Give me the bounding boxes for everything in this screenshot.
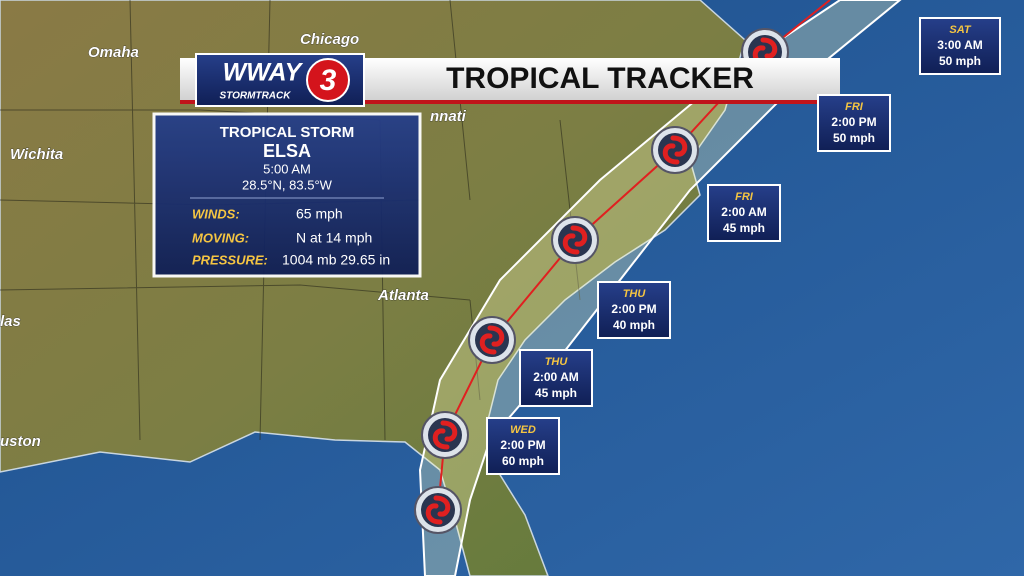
forecast-day: FRI — [845, 101, 864, 113]
title: TROPICAL TRACKER — [446, 62, 754, 95]
forecast-time: 2:00 AM — [533, 370, 579, 384]
storm-swirl — [662, 135, 688, 165]
storm-position: 28.5°N, 83.5°W — [242, 177, 333, 192]
forecast-box — [919, 17, 1001, 75]
storm-swirl — [432, 420, 458, 450]
forecast-time: 2:00 PM — [500, 438, 545, 452]
storm-swirl — [562, 225, 588, 255]
forecast-wind: 50 mph — [939, 54, 981, 68]
storm-swirl — [425, 495, 451, 525]
city-label: Atlanta — [377, 287, 429, 304]
city-label: las — [0, 313, 21, 330]
forecast-wind: 50 mph — [833, 131, 875, 145]
forecast-time: 2:00 PM — [611, 302, 656, 316]
forecast-wind: 60 mph — [502, 454, 544, 468]
info-label: WINDS: — [192, 206, 240, 221]
info-label: MOVING: — [192, 230, 249, 245]
storm-name: ELSA — [263, 141, 311, 161]
logo-brand: STORMTRACK — [220, 91, 292, 102]
forecast-box — [597, 281, 671, 339]
logo-badge — [306, 58, 350, 102]
forecast-wind: 45 mph — [535, 386, 577, 400]
forecast-cone — [418, 0, 902, 577]
forecast-box — [519, 349, 593, 407]
storm-info-panel — [152, 112, 422, 278]
city-label: Wichita — [10, 146, 63, 163]
logo-channel: 3 — [320, 64, 337, 97]
forecast-time: 3:00 AM — [937, 38, 983, 52]
forecast-wind: 45 mph — [723, 221, 765, 235]
forecast-day: THU — [545, 356, 569, 368]
forecast-time: 2:00 AM — [721, 205, 767, 219]
logo-station: WWAY — [223, 59, 304, 87]
info-value: 1004 mb 29.65 in — [282, 252, 390, 268]
info-value: 65 mph — [296, 206, 343, 222]
forecast-box — [817, 94, 891, 152]
forecast-day: SAT — [949, 24, 971, 36]
city-label: Chicago — [300, 31, 359, 48]
banner-stripe — [180, 100, 840, 104]
storm-swirl — [479, 325, 505, 355]
city-label: nnati — [430, 108, 467, 125]
forecast-day: THU — [623, 288, 647, 300]
advisory-time: 5:00 AM — [263, 161, 311, 176]
info-label: PRESSURE: — [192, 252, 268, 267]
forecast-box — [486, 417, 560, 475]
city-label: Omaha — [88, 44, 139, 61]
forecast-day: WED — [510, 424, 536, 436]
storm-type: TROPICAL STORM — [220, 124, 354, 141]
forecast-time: 2:00 PM — [831, 115, 876, 129]
city-label: uston — [0, 433, 41, 450]
forecast-wind: 40 mph — [613, 318, 655, 332]
forecast-day: FRI — [735, 191, 754, 203]
forecast-box — [707, 184, 781, 242]
info-value: N at 14 mph — [296, 230, 372, 246]
